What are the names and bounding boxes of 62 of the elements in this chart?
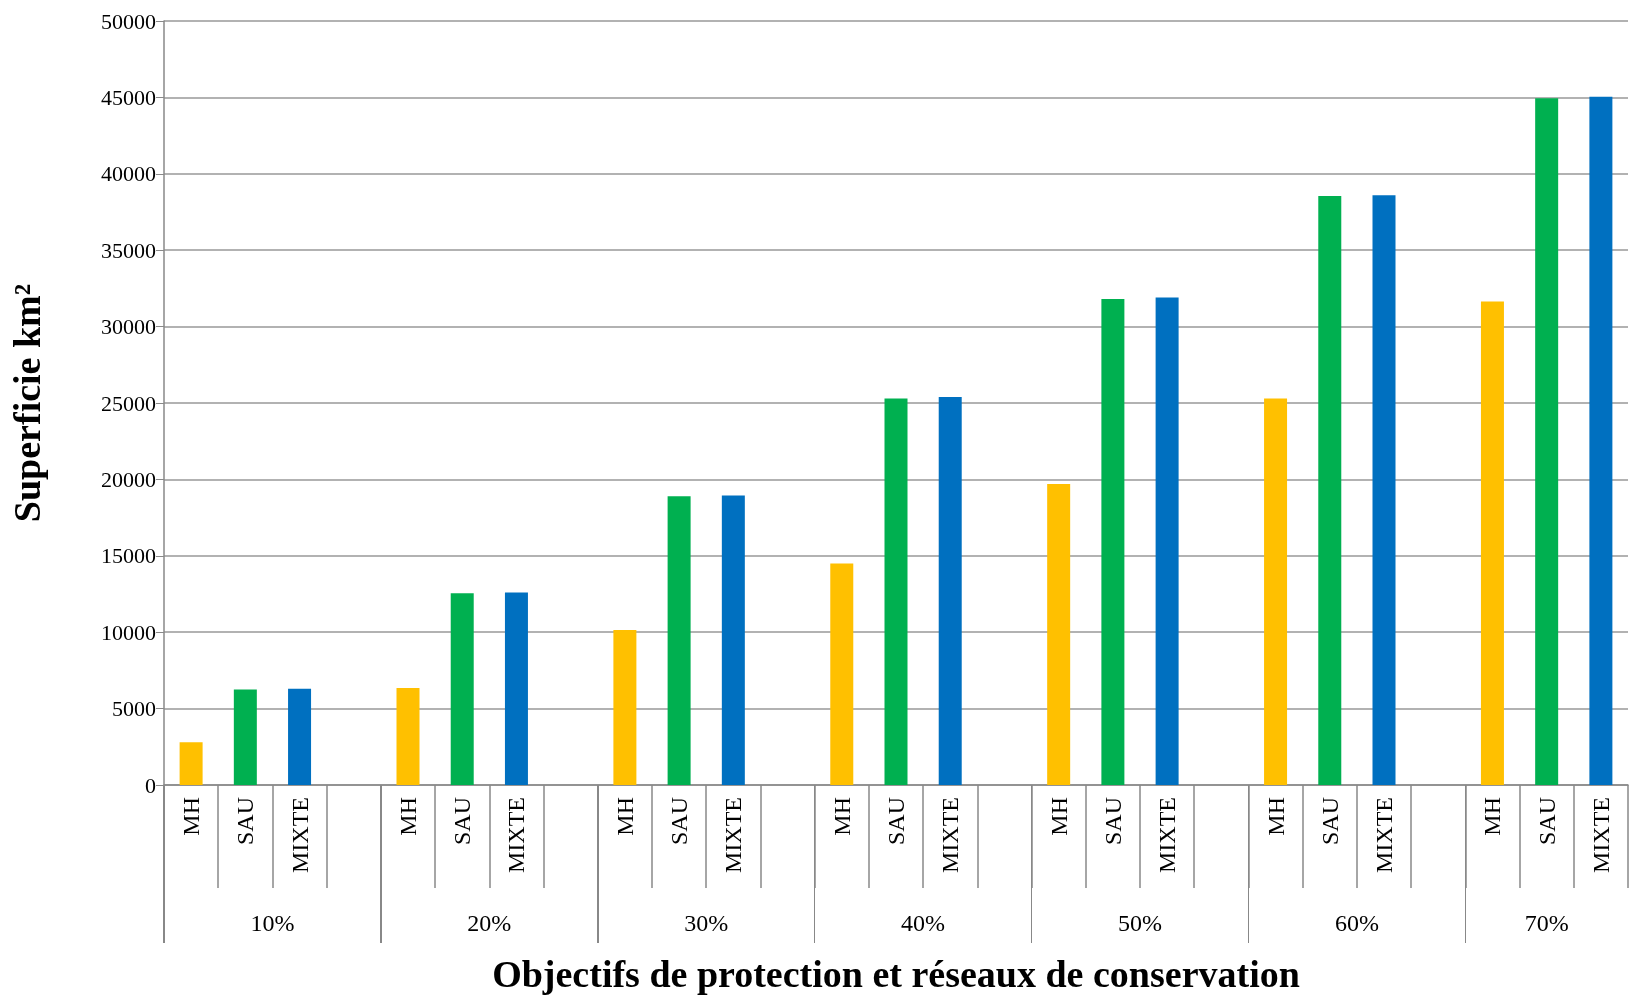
y-tick-label: 0 bbox=[145, 772, 156, 798]
bar bbox=[396, 687, 420, 785]
x-tick-label: SAU bbox=[1533, 797, 1560, 846]
text: 50% bbox=[1117, 910, 1163, 937]
bar bbox=[504, 592, 528, 785]
y-tick-label: 30000 bbox=[101, 314, 156, 340]
y-tick-label: 25000 bbox=[101, 390, 156, 416]
bar bbox=[667, 496, 691, 785]
y-tick-label: 20000 bbox=[101, 466, 156, 492]
x-tick-label: MIXTE bbox=[720, 797, 747, 873]
x-tick-label: MH bbox=[1262, 797, 1289, 836]
y-tick-label: 5000 bbox=[112, 696, 156, 722]
x-tick-label: MH bbox=[1045, 797, 1072, 836]
bar bbox=[1155, 297, 1179, 785]
bar bbox=[613, 629, 637, 785]
bar bbox=[450, 593, 474, 785]
x-tick-label: SAU bbox=[883, 797, 909, 846]
x-tick-label: MIXTE bbox=[286, 797, 313, 873]
bar bbox=[1480, 301, 1504, 785]
y-tick-label: 50000 bbox=[101, 8, 156, 34]
y-axis-title: Superficie km² bbox=[6, 283, 48, 523]
x-tick-label: SAU bbox=[1099, 797, 1126, 846]
text: 20% bbox=[466, 910, 513, 937]
bar bbox=[1047, 483, 1071, 785]
x-tick-label: MIXTE bbox=[1587, 797, 1614, 873]
bar bbox=[288, 688, 312, 785]
x-axis-title: Objectifs de protection et réseaux de conservation bbox=[492, 953, 1300, 995]
bar bbox=[1264, 398, 1288, 785]
text: 40% bbox=[900, 910, 947, 937]
y-tick-label: 10000 bbox=[101, 619, 156, 645]
x-tick-label: MH bbox=[395, 797, 421, 836]
bar bbox=[884, 398, 908, 785]
x-tick-label: MIXTE bbox=[503, 797, 530, 873]
x-tick-label: MIXTE bbox=[1154, 797, 1181, 873]
x-tick-label: MH bbox=[611, 797, 638, 836]
y-tick-label: 40000 bbox=[101, 161, 156, 187]
bar bbox=[233, 689, 257, 785]
bar bbox=[1589, 96, 1613, 785]
bar bbox=[938, 396, 962, 785]
x-tick-label: SAU bbox=[232, 797, 259, 846]
x-tick-label: SAU bbox=[449, 797, 476, 846]
bar bbox=[721, 495, 745, 785]
x-tick-label: MH bbox=[1479, 797, 1506, 836]
x-tick-label: MIXTE bbox=[1371, 797, 1397, 873]
bar bbox=[830, 563, 854, 785]
x-tick-label: MH bbox=[828, 797, 855, 836]
bar bbox=[1101, 299, 1125, 785]
y-tick-label: 45000 bbox=[101, 84, 156, 110]
y-tick-label: 35000 bbox=[101, 237, 156, 263]
text: 70% bbox=[1523, 910, 1570, 937]
text: 30% bbox=[683, 910, 730, 937]
y-tick-label: 15000 bbox=[101, 543, 156, 569]
bar bbox=[1372, 195, 1396, 785]
bar bbox=[1535, 98, 1559, 785]
text: 10% bbox=[249, 910, 296, 937]
x-tick-label: SAU bbox=[1316, 797, 1343, 846]
x-tick-label: SAU bbox=[666, 797, 693, 846]
bar bbox=[1318, 195, 1342, 785]
text: 60% bbox=[1333, 910, 1380, 937]
bar bbox=[179, 742, 203, 785]
x-tick-label: MIXTE bbox=[937, 797, 964, 873]
x-tick-label: MH bbox=[178, 797, 205, 836]
